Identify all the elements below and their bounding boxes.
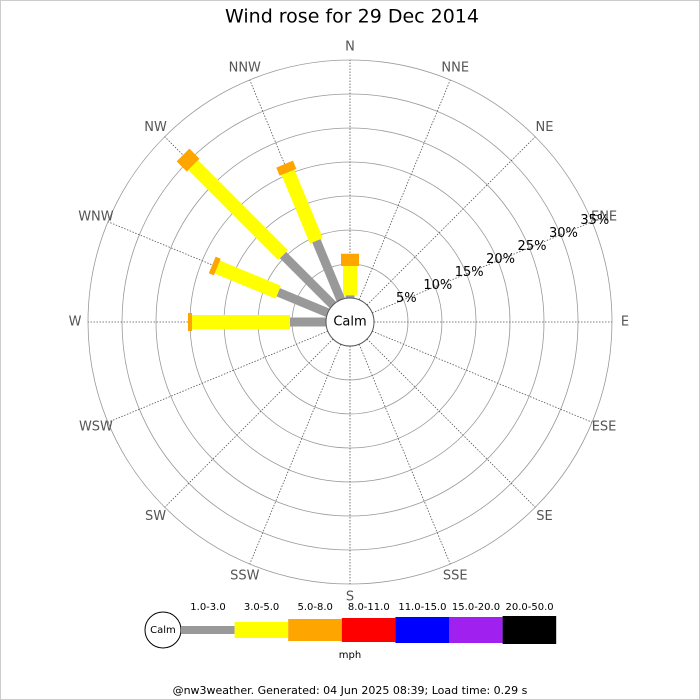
calm-circle	[325, 297, 375, 347]
legend-swatch	[341, 618, 396, 642]
r-tick-label: 35%	[580, 213, 609, 228]
legend-unit: mph	[339, 650, 361, 661]
spoke	[366, 338, 536, 508]
wind-segment	[188, 160, 288, 260]
wind-segment	[176, 148, 200, 172]
legend-label: 11.0-15.0	[398, 602, 446, 613]
spoke	[372, 221, 593, 314]
direction-label: E	[621, 315, 629, 330]
wind-segment	[312, 239, 345, 302]
legend-swatch	[288, 619, 342, 641]
direction-label: NE	[535, 120, 553, 135]
legend-label: 20.0-50.0	[506, 602, 554, 613]
legend-swatch	[395, 617, 449, 643]
spoke	[358, 344, 451, 565]
direction-label: NNE	[441, 60, 469, 75]
calm-label: Calm	[333, 315, 366, 330]
spoke	[164, 338, 334, 508]
footer: @nw3weather. Generated: 04 Jun 2025 08:3…	[173, 684, 528, 697]
direction-label: W	[69, 315, 82, 330]
r-tick-label: 15%	[455, 265, 484, 280]
wind-segment	[279, 251, 337, 309]
r-tick-label: 20%	[486, 252, 515, 267]
r-tick-label: 30%	[549, 226, 578, 241]
direction-label: ESE	[592, 420, 617, 435]
legend-label: 1.0-3.0	[190, 602, 225, 613]
direction-label: SW	[145, 509, 166, 524]
direction-label: NNW	[229, 60, 261, 75]
legend-swatch	[234, 622, 289, 638]
spoke	[372, 330, 593, 423]
wind-segment	[276, 288, 330, 317]
legend-label: 5.0-8.0	[297, 602, 332, 613]
wind-segment	[276, 160, 297, 176]
r-tick-label: 5%	[396, 291, 417, 306]
legend-label: 8.0-11.0	[348, 602, 390, 613]
direction-label: S	[346, 590, 354, 605]
legend-label: 3.0-5.0	[244, 602, 279, 613]
direction-label: NW	[144, 120, 167, 135]
spoke	[366, 136, 536, 306]
spoke	[358, 79, 451, 300]
r-tick-label: 10%	[423, 278, 452, 293]
wind-segment	[208, 256, 221, 276]
direction-label: N	[345, 40, 355, 55]
spoke	[107, 330, 328, 423]
direction-label: SSE	[443, 569, 468, 584]
direction-label: SE	[536, 509, 552, 524]
grid-ring	[155, 127, 545, 517]
r-tick-label: 25%	[518, 239, 547, 254]
direction-label: ENE	[591, 209, 617, 224]
direction-label: WNW	[78, 209, 114, 224]
legend-calm-label: Calm	[150, 625, 176, 636]
chart-title: Wind rose for 29 Dec 2014	[225, 6, 479, 28]
legend-label: 15.0-20.0	[452, 602, 500, 613]
spoke	[249, 344, 342, 565]
wind-segment	[214, 260, 281, 299]
legend-swatch	[502, 616, 557, 644]
direction-label: SSW	[230, 569, 260, 584]
direction-label: WSW	[79, 420, 113, 435]
legend-swatch	[449, 617, 503, 643]
legend-swatch	[181, 626, 235, 634]
wind-segment	[281, 169, 323, 244]
